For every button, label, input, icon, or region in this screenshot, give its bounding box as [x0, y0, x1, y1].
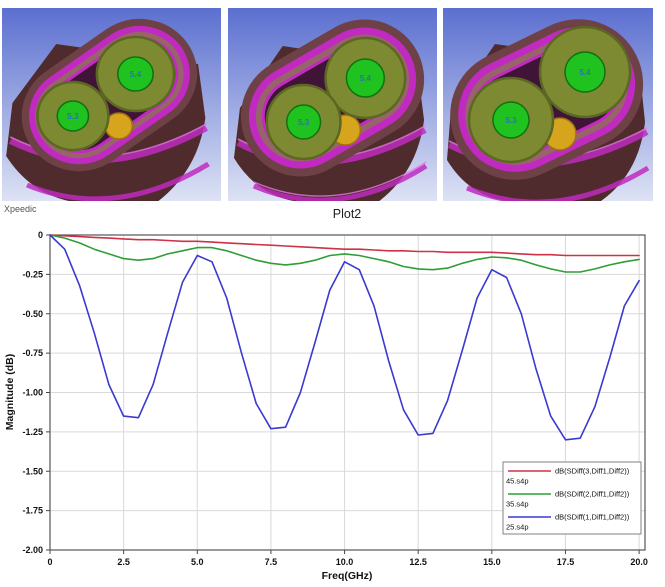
y-tick-label: 0: [38, 230, 43, 240]
conductor-label-bottom: 5.3: [298, 118, 310, 127]
cable-3d-view-1: 5.4 5.3: [2, 8, 221, 201]
conductor-core-top: [564, 51, 606, 93]
series-curve-35.s4p: [49, 234, 640, 273]
chart-title: Plot2: [333, 207, 362, 221]
helical-stripe: [466, 165, 650, 201]
y-tick-label: -1.75: [22, 506, 43, 516]
conductor-label-bottom: 5.3: [67, 112, 79, 121]
x-tick-label: 7.5: [265, 557, 278, 567]
x-tick-label: 12.5: [409, 557, 427, 567]
conductor-core-top: [116, 56, 154, 92]
y-tick-label: -1.25: [22, 427, 43, 437]
x-axis-title: Freq(GHz): [322, 570, 373, 582]
legend-series-label: dB(SDiff(2,Diff1,Diff2)): [555, 490, 630, 499]
plot-area: 0 2.5 5.0 7.5 10.0 12.5 15.0 17.5 20.0 0 -0.25 -0.5…: [22, 230, 647, 567]
series-curve-25.s4p: [49, 234, 640, 441]
conductor-label-top: 5.4: [130, 70, 142, 79]
conductor-bottom: 5.3: [467, 76, 555, 164]
y-tick-label: -0.25: [22, 269, 43, 279]
helical-stripe: [252, 163, 428, 201]
x-tick-label: 5.0: [191, 557, 204, 567]
conductor-top: 5.4: [324, 36, 407, 120]
magnitude-chart: Plot2 Freq(GHz) Magnitude (dB) 0 2.5 5.0 7.…: [4, 207, 648, 582]
helical-stripe: [26, 161, 210, 201]
x-tick-label: 2.5: [117, 557, 130, 567]
conductor-bottom: 5.3: [265, 83, 342, 161]
cable-3d-view-2: 5.4 5.3: [228, 8, 437, 201]
helical-stripe-highlight: [253, 161, 427, 197]
x-tick-label: 17.5: [557, 557, 575, 567]
y-tick-label: -0.75: [22, 348, 43, 358]
legend-series-label: dB(SDiff(1,Diff1,Diff2)): [555, 513, 630, 522]
xpeedic-watermark: Xpeedic: [4, 204, 37, 214]
conductor-core-bottom: [56, 100, 90, 132]
conductor-core-bottom: [285, 104, 322, 140]
legend-series-label: dB(SDiff(3,Diff1,Diff2)): [555, 467, 630, 476]
y-tick-label: -1.00: [22, 388, 43, 398]
cable-3d-view-3: 5.4 5.3: [443, 8, 653, 201]
conductor-label-top: 5.4: [579, 68, 591, 77]
y-axis-title: Magnitude (dB): [4, 354, 16, 430]
legend-file-label: 35.s4p: [506, 500, 529, 509]
x-tick-label: 0: [47, 557, 52, 567]
conductor-core-top: [345, 58, 385, 98]
x-tick-label: 10.0: [336, 557, 354, 567]
legend-file-label: 25.s4p: [506, 523, 529, 532]
x-tick-label: 15.0: [483, 557, 501, 567]
y-tick-label: -2.00: [22, 545, 43, 555]
conductor-core-bottom: [492, 101, 530, 139]
conductor-top: 5.4: [95, 35, 176, 113]
legend-box: [502, 461, 642, 535]
y-tick-label: -1.50: [22, 466, 43, 476]
plot-border: [49, 234, 646, 551]
conductor-bottom: 5.3: [36, 80, 110, 152]
legend-file-label: 45.s4p: [506, 477, 529, 486]
y-tick-label: -0.50: [22, 309, 43, 319]
series-curve-45.s4p: [49, 234, 640, 257]
conductor-top: 5.4: [538, 25, 632, 119]
conductor-label-top: 5.4: [360, 74, 372, 83]
x-tick-label: 20.0: [630, 557, 648, 567]
conductor-label-bottom: 5.3: [505, 116, 517, 125]
